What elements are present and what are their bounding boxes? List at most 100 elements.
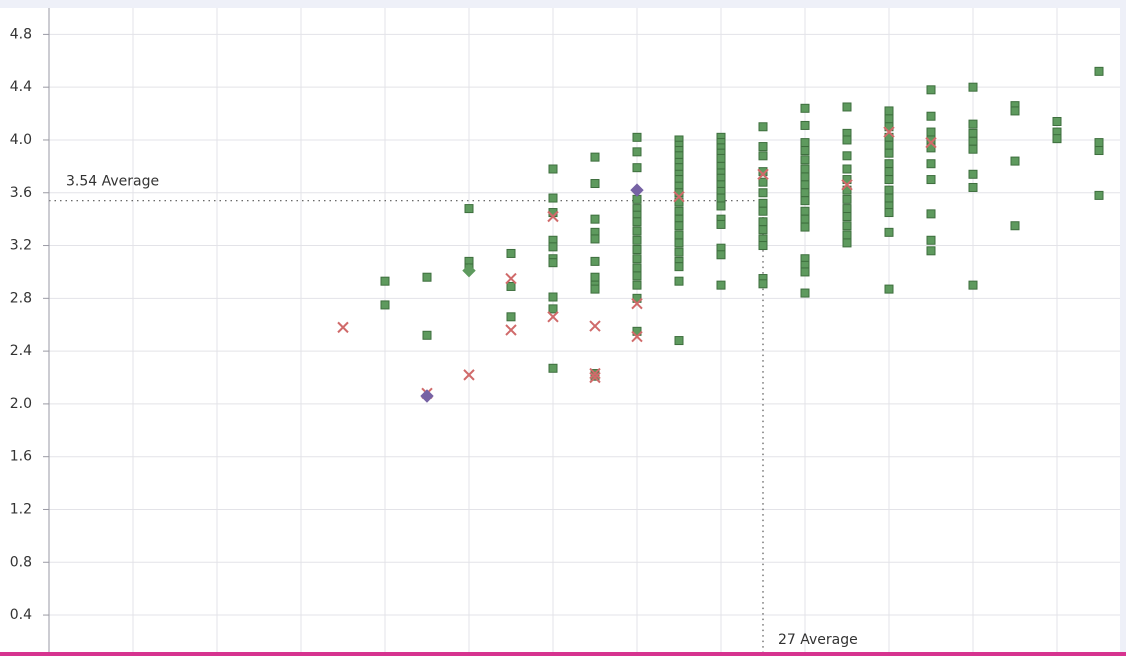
point — [800, 138, 810, 148]
point — [926, 246, 936, 256]
reference-lines: 3.54 Average 27 Average — [49, 174, 858, 652]
point — [842, 230, 852, 240]
point — [800, 180, 810, 190]
point — [884, 140, 894, 150]
point — [968, 169, 978, 179]
point — [758, 188, 768, 198]
point — [800, 155, 810, 165]
point — [1094, 190, 1104, 200]
point — [505, 324, 517, 336]
point — [632, 254, 642, 264]
point — [757, 168, 769, 180]
point — [674, 221, 684, 231]
marks — [337, 66, 1104, 403]
point — [674, 206, 684, 216]
point — [716, 153, 726, 163]
point — [758, 198, 768, 208]
point — [589, 371, 601, 384]
point — [632, 263, 642, 273]
point — [1052, 134, 1062, 144]
point — [630, 183, 644, 197]
point — [463, 369, 475, 381]
point — [1094, 146, 1104, 156]
point — [758, 206, 768, 216]
point — [589, 367, 601, 380]
y-tick-label: 0.8 — [10, 554, 32, 570]
point — [464, 204, 474, 214]
point — [1052, 116, 1062, 126]
point — [632, 217, 642, 227]
point — [590, 179, 600, 189]
point — [884, 114, 894, 124]
point — [674, 238, 684, 248]
y-tick-label: 2.8 — [10, 290, 32, 306]
point — [800, 103, 810, 113]
point — [420, 389, 434, 403]
point — [716, 193, 726, 203]
point — [884, 193, 894, 203]
right-strip — [1120, 0, 1126, 656]
y-tick-label: 3.2 — [10, 238, 32, 254]
point — [1010, 106, 1020, 116]
point — [842, 164, 852, 174]
point — [884, 175, 894, 185]
point — [758, 241, 768, 251]
y-tick-label: 1.6 — [10, 449, 32, 465]
point — [674, 276, 684, 286]
y-tick-label: 1.2 — [10, 501, 32, 517]
point — [884, 185, 894, 195]
point — [758, 122, 768, 132]
point — [884, 167, 894, 177]
point — [926, 111, 936, 121]
point — [422, 272, 432, 282]
point — [590, 272, 600, 282]
point — [632, 163, 642, 173]
point — [968, 280, 978, 290]
y-tick-label: 2.0 — [10, 396, 32, 412]
point — [674, 247, 684, 257]
point — [1010, 221, 1020, 231]
point — [1010, 156, 1020, 166]
point — [590, 256, 600, 266]
point — [548, 193, 558, 203]
y-tick-label: 4.8 — [10, 26, 32, 42]
point — [884, 227, 894, 237]
point — [800, 120, 810, 130]
point — [632, 132, 642, 142]
point — [632, 280, 642, 290]
point — [590, 214, 600, 224]
point — [968, 144, 978, 154]
y-tick-label: 4.4 — [10, 79, 32, 95]
point — [674, 336, 684, 346]
y-tick-label: 4.0 — [10, 132, 32, 148]
point — [631, 297, 643, 310]
point — [548, 363, 558, 373]
point — [968, 136, 978, 146]
point — [800, 146, 810, 156]
point — [884, 148, 894, 158]
point — [548, 292, 558, 302]
point — [800, 172, 810, 182]
point — [842, 221, 852, 231]
point — [758, 217, 768, 227]
point — [674, 262, 684, 272]
point — [800, 206, 810, 216]
point — [506, 248, 516, 258]
point — [758, 142, 768, 152]
point — [925, 136, 937, 149]
point — [506, 312, 516, 322]
point — [1094, 66, 1104, 76]
point — [968, 182, 978, 192]
point — [800, 188, 810, 198]
point — [380, 300, 390, 310]
point — [590, 284, 600, 294]
point — [380, 276, 390, 286]
average-label: 27 Average — [778, 632, 858, 648]
point — [547, 311, 559, 323]
point — [842, 212, 852, 222]
point — [632, 271, 642, 281]
point — [926, 235, 936, 245]
